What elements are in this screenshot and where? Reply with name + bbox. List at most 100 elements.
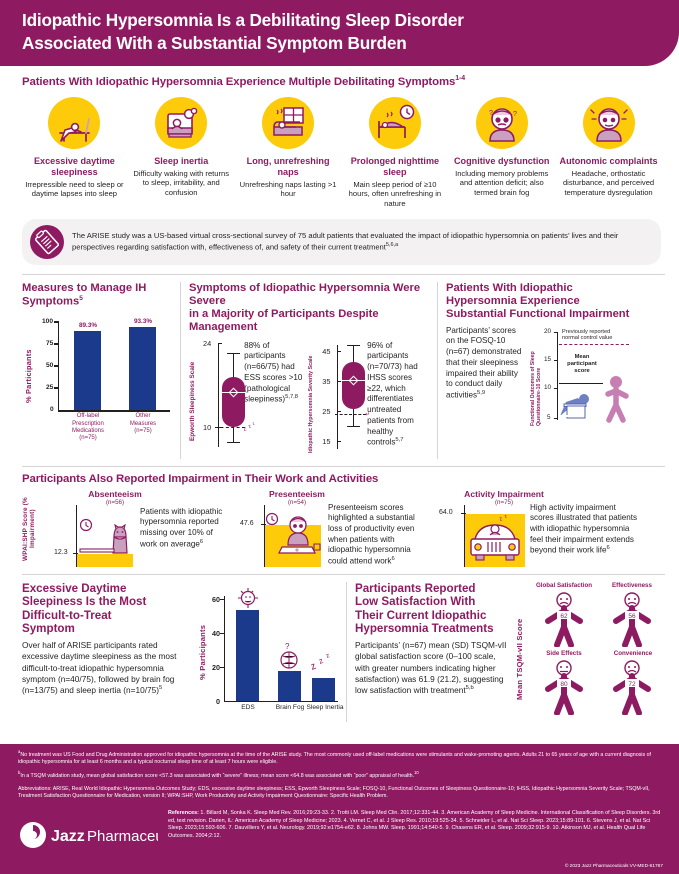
wpai-description-text: Patients with idiopathic hypersomnia rep… <box>140 506 223 549</box>
footnote-b-marker: b <box>18 770 21 776</box>
fosq-normal-control-note: Previously reported normal control value <box>562 328 613 342</box>
page-title: Idiopathic Hypersomnia Is a Debilitating… <box>22 9 659 55</box>
wpai-heading: Absenteeism <box>88 488 142 499</box>
ihss-y-axis <box>337 344 339 449</box>
fosq-title: Patients With Idiopathic Hypersomnia Exp… <box>446 282 665 321</box>
tick-mark <box>337 380 342 382</box>
wpai-y-axis <box>264 504 266 567</box>
measures-category-label: Off-label Prescription Medications (n=75… <box>62 413 114 442</box>
ihss-description-text: 96% of participants (n=70/73) had IHSS s… <box>367 340 418 448</box>
wpai-y-axis <box>464 504 466 567</box>
tsqm-title-line-4: Hypersomnia Treatments <box>355 622 494 636</box>
severity-title-line-2: in a Majority of Participants Despite Ma… <box>189 307 379 333</box>
symptom-item: Excessive daytime sleepiness Irrepressib… <box>22 96 127 209</box>
fosq-ytick: 5 <box>547 413 551 421</box>
logo-name-bold: Jazz <box>51 828 85 845</box>
symptoms-section-title-text: Patients With Idiopathic Hypersomnia Exp… <box>22 75 456 88</box>
svg-text:z: z <box>248 423 253 430</box>
ihss-ytick: 15 <box>322 436 331 446</box>
symptom-name: Cognitive dysfunction <box>453 155 550 166</box>
ess-superscript: 5,7,8 <box>285 394 299 401</box>
svg-text:z: z <box>311 660 318 672</box>
eds-bar <box>312 678 335 701</box>
arise-study-callout: The ARISE study was a US-based virtual c… <box>22 218 661 265</box>
fosq-ytick: 10 <box>544 383 552 391</box>
footnote-b: bIn a TSQM validation study, mean global… <box>18 770 665 780</box>
fosq-column: Patients With Idiopathic Hypersomnia Exp… <box>438 282 665 459</box>
measures-ytick: 25 <box>46 384 54 392</box>
tsqm-title-line-3: Their Current Idiopathic <box>355 608 487 622</box>
severity-title: Symptoms of Idiopathic Hypersomnia Were … <box>189 282 429 334</box>
tsqm-category-label: Global Satisfaction <box>535 581 593 589</box>
symptom-description: Difficulty waking with returns to sleep,… <box>133 168 230 198</box>
tick-mark <box>337 350 342 352</box>
symptom-description: Main sleep period of ≥10 hours, often un… <box>348 179 442 209</box>
wpai-y-axis-label: WPAI:SHP Score (% Impairment) <box>22 495 36 563</box>
measures-bar-value: 89.3% <box>78 322 98 330</box>
tsqm-value: 80 <box>560 681 568 688</box>
ihss-ytick: 45 <box>322 346 331 356</box>
wpai-section: Participants Also Reported Impairment in… <box>22 465 665 569</box>
eds-bar <box>278 671 301 701</box>
arise-callout-superscript: 5,6,a <box>385 241 399 248</box>
symptom-description: Irrepressible need to sleep or daytime l… <box>25 179 124 199</box>
ess-whisker-cap <box>227 441 240 443</box>
symptoms-section-title: Patients With Idiopathic Hypersomnia Exp… <box>22 75 667 88</box>
fosq-y-axis-label: Functional Outcomes of Sleep Questionnai… <box>530 351 542 426</box>
abbreviations-label: Abbreviations: <box>18 785 52 792</box>
eds-title-line-3: Difficult-to-Treat <box>22 608 112 622</box>
cat-line: Prescription <box>72 420 104 427</box>
symptom-description: Unrefreshing naps lasting >1 hour <box>239 179 337 199</box>
symptom-list: Excessive daytime sleepiness Irrepressib… <box>22 96 667 209</box>
eds-title-line-2: Sleepiness Is the Most <box>22 595 147 609</box>
tsqm-section: Participants Reported Low Satisfaction W… <box>346 581 665 722</box>
eds-superscript: 5 <box>159 684 163 691</box>
measures-x-axis <box>58 410 170 412</box>
eds-category-label: Sleep Inertia <box>306 703 344 711</box>
measures-title: Measures to Manage IH Symptoms5 <box>22 282 174 309</box>
wpai-section-title: Participants Also Reported Impairment in… <box>22 472 379 485</box>
symptoms-title-superscript: 1-4 <box>455 75 466 82</box>
ihss-superscript: 5,7 <box>395 437 404 444</box>
measures-y-axis <box>58 321 60 412</box>
fosq-normal-reference-line <box>559 343 629 345</box>
confused-face-icon: ? ? <box>475 96 528 149</box>
tsqm-vii-scores: Mean TSQM-vII Score Global Satisfaction … <box>515 582 665 722</box>
tsqm-superscript: 5,b <box>465 684 474 691</box>
jazz-logo-mark <box>20 821 46 848</box>
measures-column: Measures to Manage IH Symptoms5 % Partic… <box>22 282 180 459</box>
ihss-box-plot: Idiopathic Hypersomnia Severity Scale 45… <box>308 339 370 459</box>
logo-name-light: Pharmaceuticals. <box>87 828 158 845</box>
tick-mark <box>261 523 266 525</box>
tsqm-value: 72 <box>628 681 636 688</box>
eds-ytick: 20 <box>212 662 220 672</box>
symptoms-section: Patients With Idiopathic Hypersomnia Exp… <box>0 66 679 209</box>
fosq-pictogram-icon <box>558 375 629 423</box>
cat-line: Medications <box>71 427 104 434</box>
ihss-whisker-cap <box>347 425 361 427</box>
person-napping-on-couch-icon <box>262 96 315 149</box>
symptom-name: Excessive daytime sleepiness <box>33 155 115 177</box>
fosq-title-line-1: Patients With Idiopathic <box>446 281 573 294</box>
tsqm-category-label: Side Effects <box>546 649 582 657</box>
footnote-a: aNo treatment was US Food and Drug Admin… <box>18 749 665 767</box>
eds-x-axis <box>224 700 338 702</box>
tick-mark <box>554 417 558 419</box>
bottom-band: Excessive Daytime Sleepiness Is the Most… <box>22 573 665 722</box>
ess-y-axis <box>218 342 220 447</box>
ihss-ytick: 25 <box>322 406 331 416</box>
tired-sun-icon <box>238 587 258 608</box>
arise-callout-body: The ARISE study was a US-based virtual c… <box>72 231 619 252</box>
tsqm-title: Participants Reported Low Satisfaction W… <box>355 582 511 636</box>
eds-y-axis <box>224 595 226 702</box>
cat-line: (n=75) <box>79 435 97 442</box>
wpai-value-label: 64.0 <box>439 508 453 516</box>
abbreviations-text: ARISE, Real World Idiopathic Hypersomnia… <box>18 785 650 800</box>
tsqm-text-block: Participants Reported Low Satisfaction W… <box>355 582 515 722</box>
tsqm-person-figure-icon: 62 <box>545 592 583 647</box>
tick-mark <box>220 666 224 668</box>
wpai-axis-line-1: WPAI:SHP Score <box>22 506 29 561</box>
page-title-line-2: Associated With a Substantial Symptom Bu… <box>22 32 407 53</box>
symptom-item: Autonomic complaints Headache, orthostat… <box>556 96 661 209</box>
svg-text:z: z <box>325 652 331 660</box>
